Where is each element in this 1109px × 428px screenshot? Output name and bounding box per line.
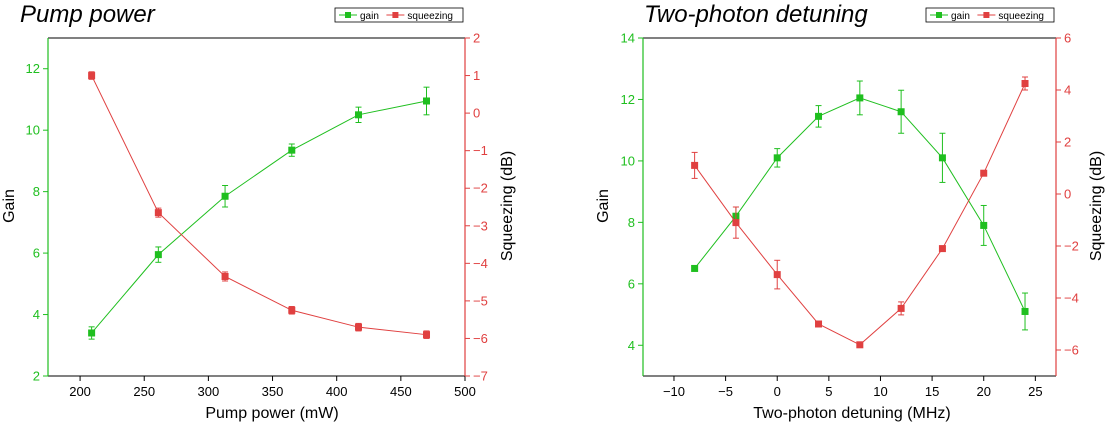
x-tick-label: 25 (1028, 384, 1042, 399)
gain-point (773, 154, 781, 162)
y-tick-label: 6 (628, 276, 635, 291)
x-tick-label: 350 (262, 384, 284, 399)
squeezing-series-line (694, 83, 1026, 346)
gain-point (1021, 307, 1029, 315)
squeezing-point (154, 209, 162, 217)
gain-point (897, 108, 905, 116)
squeezing-point (88, 72, 96, 80)
y2-tick-label: 1 (473, 68, 480, 83)
squeezing-point (773, 271, 781, 279)
squeezing-point (691, 161, 699, 169)
legend-label: gain (360, 11, 379, 22)
y-axis-label: Gain (595, 189, 612, 223)
y-tick-label: 2 (33, 369, 40, 384)
squeezing-point (1021, 80, 1029, 87)
y-axis-label: Gain (1, 189, 18, 223)
x-tick-label: 250 (133, 384, 155, 399)
gain-point (288, 146, 296, 154)
y2-tick-label: 2 (473, 31, 480, 46)
squeezing-point (897, 304, 905, 312)
legend-label: squeezing (407, 11, 453, 22)
y2-axis-label: Squeezing (dB) (499, 151, 516, 261)
gain-series-line (91, 100, 427, 334)
y2-tick-label: −3 (473, 218, 488, 233)
legend-swatch-marker (983, 12, 990, 18)
chart-pump-power: Pump power Pump power (mW) Gain Squeezin… (1, 1, 516, 422)
y-tick-label: 4 (628, 338, 635, 353)
y2-tick-label: −1 (473, 143, 488, 158)
y2-tick-label: −4 (473, 256, 488, 271)
y-tick-label: 4 (33, 307, 40, 322)
squeezing-point (288, 306, 296, 314)
y2-tick-label: 0 (1064, 187, 1071, 202)
gain-point (815, 112, 823, 120)
y-tick-label: 12 (621, 92, 635, 107)
x-tick-label: 15 (925, 384, 939, 399)
y2-tick-label: −2 (473, 181, 488, 196)
x-tick-label: −5 (718, 384, 733, 399)
squeezing-point (732, 219, 740, 227)
squeezing-point (815, 320, 823, 328)
x-tick-label: −10 (663, 384, 685, 399)
y-tick-label: 14 (621, 31, 635, 46)
x-tick-label: 0 (774, 384, 781, 399)
y2-tick-label: 0 (473, 106, 480, 121)
x-tick-label: 300 (198, 384, 220, 399)
x-tick-label: 500 (454, 384, 476, 399)
legend-label: squeezing (998, 11, 1044, 22)
chart-two-photon-detuning: Two-photon detuning Two-photon detuning … (595, 1, 1105, 422)
chart-title: Pump power (20, 1, 156, 28)
squeezing-point (980, 169, 988, 177)
y-tick-label: 8 (33, 184, 40, 199)
squeezing-point (938, 245, 946, 253)
y2-axis-label: Squeezing (dB) (1088, 151, 1105, 261)
y2-tick-label: −2 (1064, 239, 1079, 254)
y2-tick-label: 2 (1064, 135, 1071, 150)
x-tick-label: 400 (326, 384, 348, 399)
y2-tick-label: −7 (473, 369, 488, 384)
x-tick-label: 20 (976, 384, 990, 399)
gain-point (355, 111, 363, 119)
x-axis-label: Two-photon detuning (MHz) (753, 405, 950, 422)
y-tick-label: 12 (26, 61, 40, 76)
y-tick-label: 8 (628, 215, 635, 230)
legend-swatch-marker (392, 12, 399, 18)
squeezing-series-line (91, 75, 427, 336)
gain-point (88, 329, 96, 337)
chart-title: Two-photon detuning (644, 1, 868, 28)
y2-tick-label: −6 (473, 331, 488, 346)
gain-series-line (694, 97, 1026, 312)
x-tick-label: 5 (825, 384, 832, 399)
squeezing-point (423, 331, 431, 339)
gain-point (691, 264, 699, 272)
y-tick-label: 6 (33, 246, 40, 261)
x-axis-label: Pump power (mW) (205, 405, 338, 422)
gain-point (856, 94, 864, 102)
y2-tick-label: −6 (1064, 343, 1079, 358)
y2-tick-label: 4 (1064, 83, 1071, 98)
x-tick-label: 200 (69, 384, 91, 399)
y-tick-label: 10 (621, 153, 635, 168)
gain-point (154, 251, 162, 259)
x-tick-label: 450 (390, 384, 412, 399)
y2-tick-label: 6 (1064, 31, 1071, 46)
x-tick-label: 10 (873, 384, 887, 399)
gain-point (423, 97, 431, 105)
y2-tick-label: −5 (473, 293, 488, 308)
y2-tick-label: −4 (1064, 291, 1079, 306)
legend-label: gain (951, 11, 970, 22)
y-tick-label: 10 (26, 123, 40, 138)
squeezing-point (355, 323, 363, 331)
squeezing-point (221, 272, 229, 280)
legend-swatch-marker (345, 12, 351, 18)
squeezing-point (856, 341, 864, 349)
gain-point (938, 154, 946, 162)
legend-swatch-marker (936, 12, 942, 18)
gain-point (980, 221, 988, 229)
gain-point (221, 192, 229, 200)
